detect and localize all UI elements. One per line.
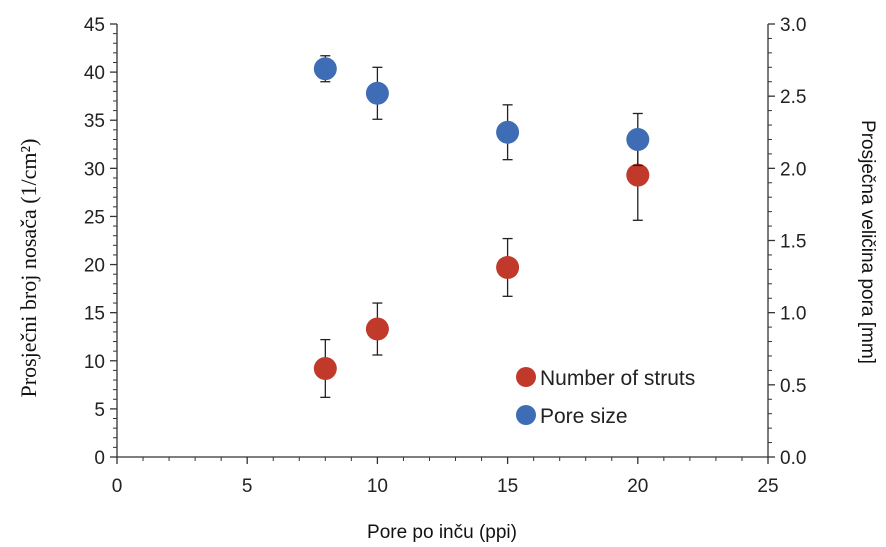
y-right-tick-label: 1.0: [780, 304, 806, 325]
y-right-tick-label: 1.5: [780, 232, 806, 253]
y-axis-left-title: Prosječni broj nosača (1/cm²): [16, 139, 41, 398]
y-left-tick-label: 0: [94, 448, 105, 469]
y-left-tick-label: 30: [84, 159, 105, 180]
y-right-tick-label: 2.0: [780, 159, 806, 180]
series-pore-size: [313, 55, 650, 167]
series-number-of-struts: [313, 129, 650, 398]
legend-label: Pore size: [540, 405, 628, 428]
y-axis-right-title: Prosječna veličina pora [mm]: [857, 120, 878, 364]
data-point: [496, 255, 520, 279]
x-tick-label: 10: [367, 476, 388, 497]
y-left-tick-label: 20: [84, 256, 105, 277]
y-left-tick-label: 35: [84, 111, 105, 132]
x-axis-title: Pore po inču (ppi): [367, 522, 517, 543]
data-point: [365, 81, 389, 105]
y-right-tick-label: 3.0: [780, 15, 806, 36]
legend-marker: [516, 367, 536, 387]
y-right-tick-label: 2.5: [780, 87, 806, 108]
x-tick-label: 5: [242, 476, 253, 497]
y-left-tick-label: 15: [84, 304, 105, 325]
y-left-tick-label: 40: [84, 63, 105, 84]
y-left-tick-label: 5: [94, 400, 105, 421]
axis-ticks: 0 5 10 15 20 25 0 5 10 15 20 25 30 35 40 45 0.0 0.5 1.0 1.5…: [84, 15, 807, 497]
axes: [116, 24, 769, 458]
x-tick-label: 25: [757, 476, 778, 497]
data-point: [626, 127, 650, 151]
x-tick-label: 20: [627, 476, 648, 497]
legend-marker: [516, 405, 536, 425]
legend-label: Number of struts: [540, 367, 695, 390]
y-left-tick-label: 45: [84, 15, 105, 36]
data-point: [313, 356, 337, 380]
y-right-tick-label: 0.5: [780, 376, 806, 397]
data-point: [626, 163, 650, 187]
data-point: [313, 57, 337, 81]
y-right-tick-label: 0.0: [780, 448, 806, 469]
y-left-tick-label: 25: [84, 207, 105, 228]
y-left-tick-label: 10: [84, 352, 105, 373]
data-point: [496, 120, 520, 144]
x-tick-label: 15: [497, 476, 518, 497]
data-marks: [313, 55, 650, 398]
data-point: [365, 317, 389, 341]
x-tick-label: 0: [112, 476, 123, 497]
legend: Number of struts Pore size: [516, 367, 695, 428]
